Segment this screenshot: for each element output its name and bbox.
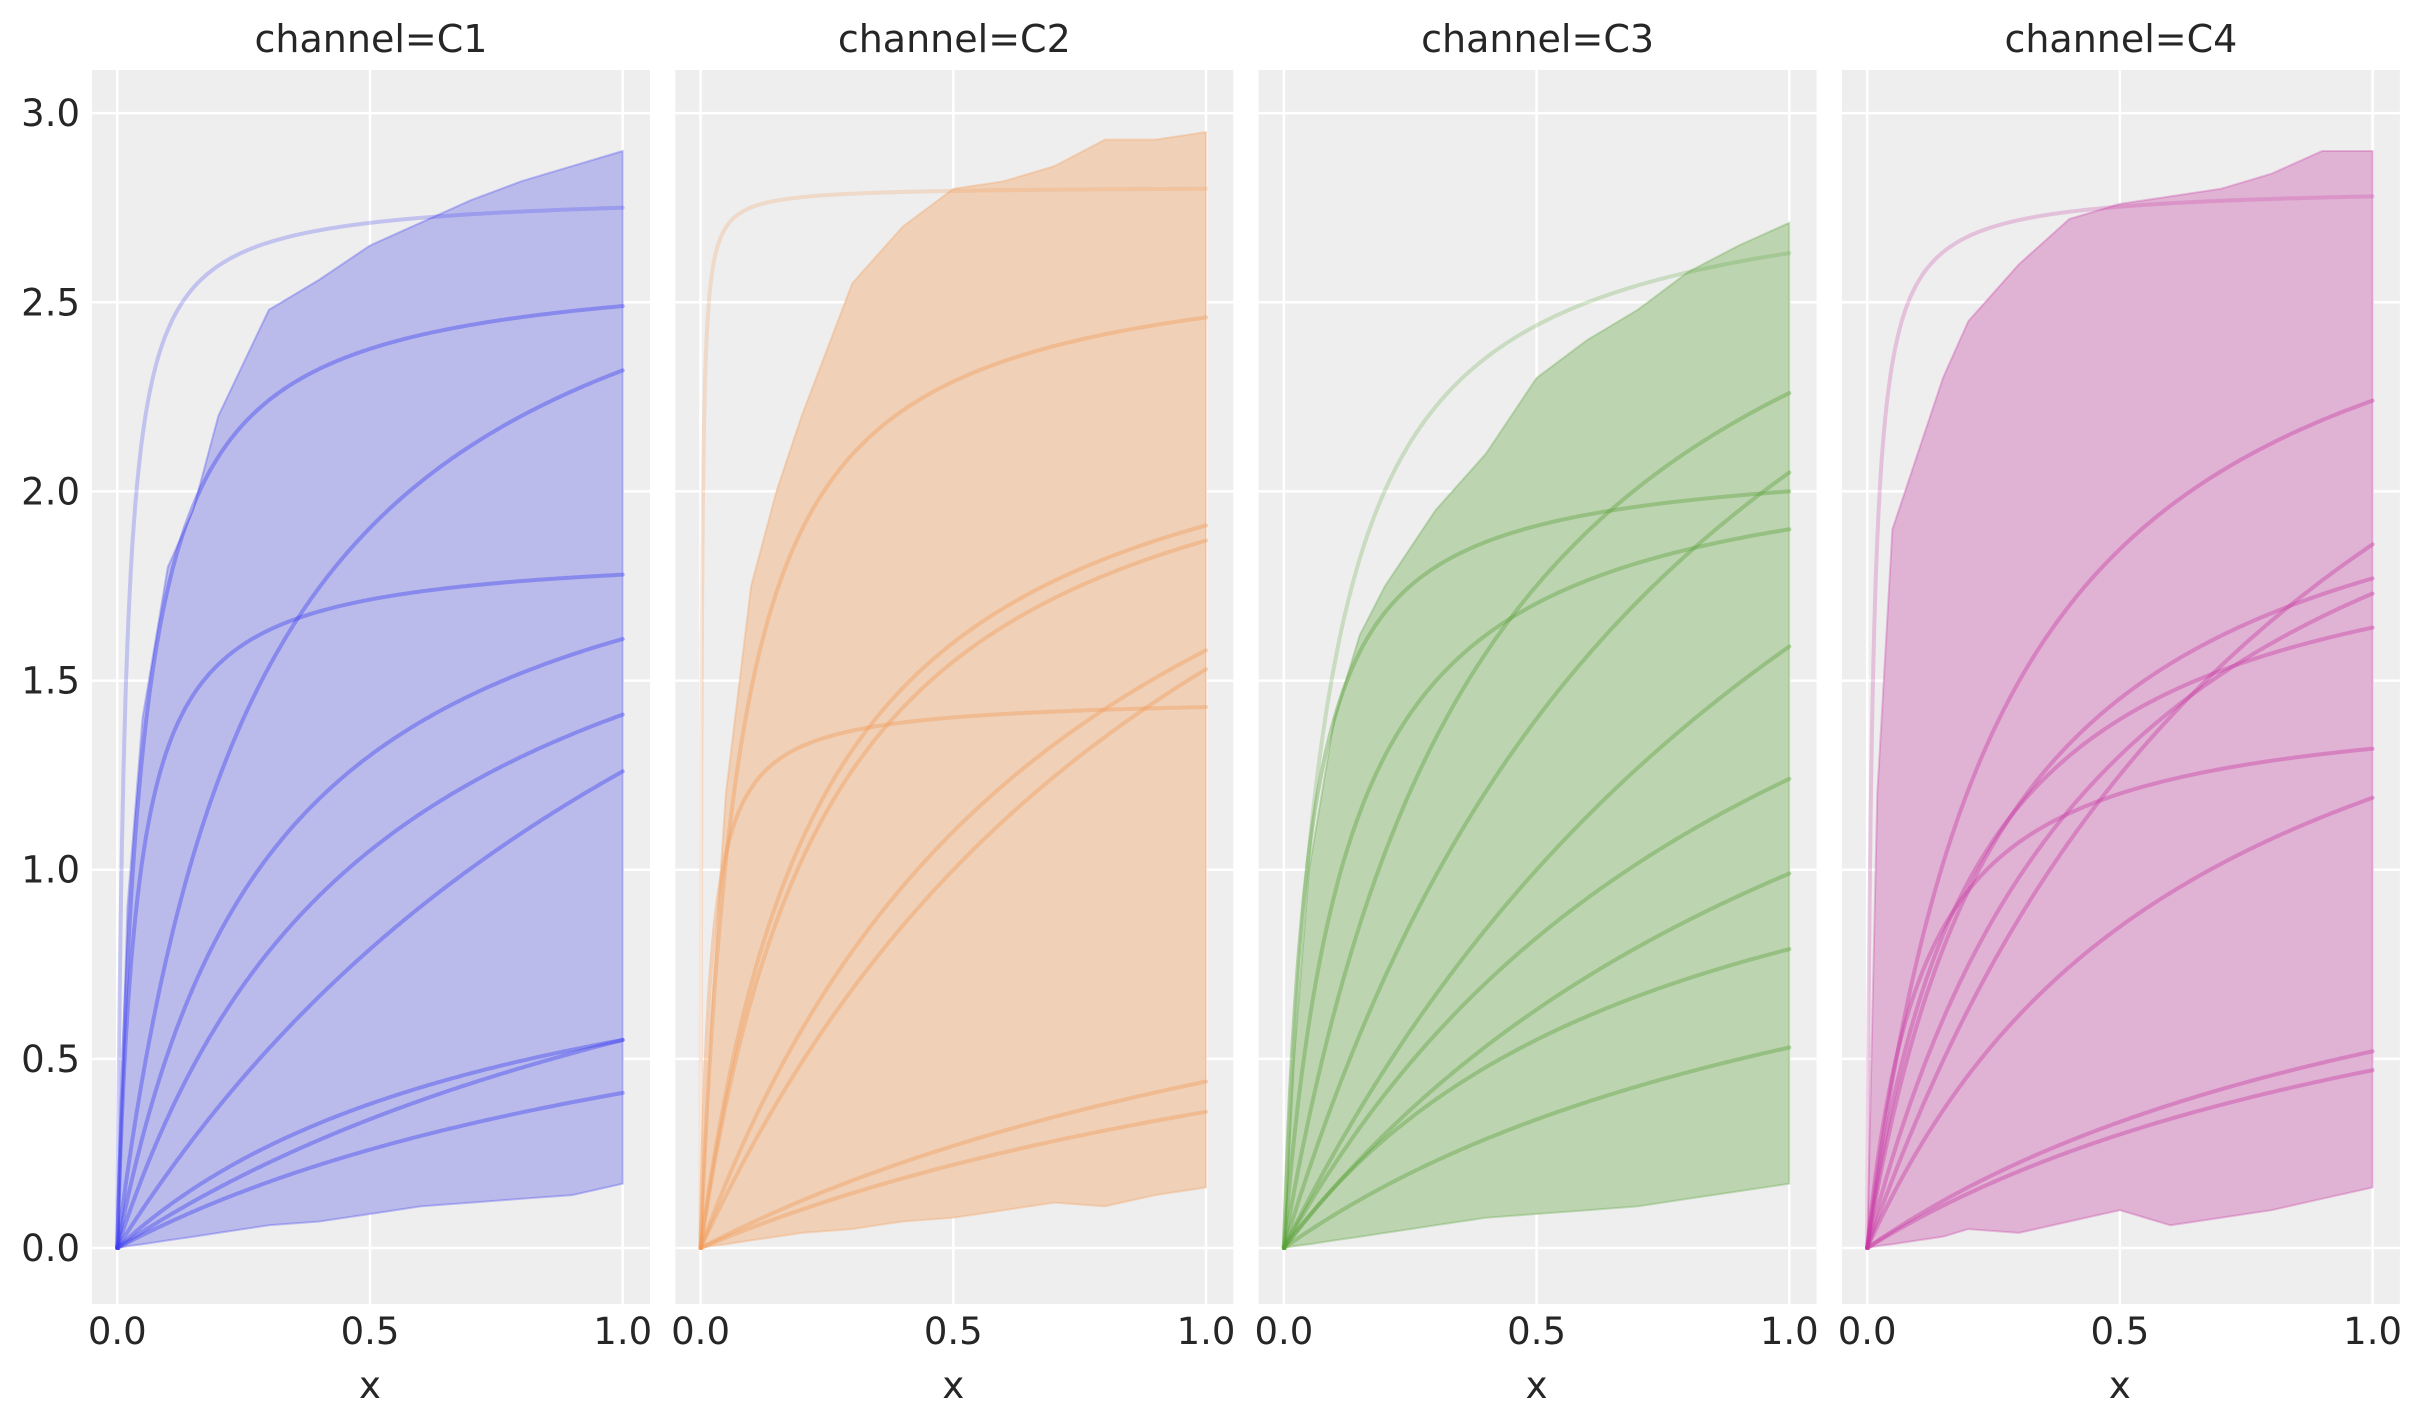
sample-curve (1281, 251, 1792, 1250)
sample-curve (1281, 644, 1792, 1250)
y-tick-label: 1.0 (21, 849, 80, 892)
sample-curve (115, 205, 625, 1250)
x-tick-label: 1.0 (2343, 1310, 2402, 1353)
y-tick-label: 0.5 (21, 1038, 80, 1081)
sample-curve (1865, 576, 2375, 1250)
hdi-band (1866, 150, 2374, 1250)
sample-curve (115, 1037, 625, 1250)
x-axis-label: x (942, 1364, 964, 1407)
x-tick-label: 1.0 (1177, 1310, 1236, 1353)
panel-title: channel=C1 (255, 17, 488, 61)
x-tick-label: 0.5 (1507, 1310, 1566, 1353)
sample-curve (115, 712, 625, 1250)
panel-1: 0.0 0.5 1.0 1.5 2.0 2.5 3.0 0.0 0.5 1.0 channel=C1… (21, 17, 652, 1407)
sample-curve (1865, 625, 2375, 1250)
x-tick-label: 1.0 (1760, 1310, 1819, 1353)
panel-title: channel=C3 (1421, 17, 1654, 61)
sample-curve (1281, 470, 1792, 1250)
sample-curve (1865, 746, 2375, 1250)
panel-title: channel=C4 (2004, 17, 2237, 61)
sample-curve (1281, 871, 1792, 1250)
y-tick-label: 3.0 (21, 92, 80, 135)
sample-curve (698, 667, 1208, 1250)
y-tick-label: 2.5 (21, 281, 80, 324)
sample-curve (1281, 391, 1792, 1250)
y-tick-label: 1.5 (21, 660, 80, 703)
sample-curve (698, 1109, 1208, 1250)
panel-title: channel=C2 (838, 17, 1071, 61)
sample-curve (1281, 1045, 1792, 1250)
x-tick-label: 0.5 (924, 1310, 983, 1353)
sample-curve (698, 648, 1208, 1250)
x-tick-label: 0.5 (341, 1310, 400, 1353)
sample-curve (1281, 947, 1792, 1250)
x-tick-label: 0.5 (2090, 1310, 2149, 1353)
x-axis-label: x (2109, 1364, 2131, 1407)
sample-curve (698, 538, 1208, 1250)
x-tick-label: 1.0 (593, 1310, 652, 1353)
panel-4: 0.0 0.5 1.0 channel=C4 x (1838, 17, 2402, 1407)
sample-curve (1865, 591, 2375, 1250)
sample-curve (115, 1037, 625, 1250)
sample-curve (698, 315, 1208, 1250)
sample-curve (1281, 527, 1792, 1250)
hdi-band (1282, 221, 1791, 1250)
sample-curve (1865, 1049, 2375, 1250)
panel-2: 0.0 0.5 1.0 channel=C2 x (671, 17, 1235, 1407)
hdi-band (699, 130, 1207, 1250)
sample-curve (1865, 795, 2375, 1250)
sample-curve (1281, 776, 1792, 1250)
sample-curve (115, 304, 625, 1250)
x-tick-label: 0.0 (1838, 1310, 1897, 1353)
x-tick-label: 0.0 (1254, 1310, 1313, 1353)
sample-curve (1865, 194, 2375, 1250)
x-axis-label: x (359, 1364, 381, 1407)
x-axis-label: x (1526, 1364, 1548, 1407)
sample-curve (1865, 1068, 2375, 1250)
sample-curve (115, 368, 625, 1250)
sample-curve (1865, 398, 2375, 1250)
sample-curve (1865, 542, 2375, 1250)
sample-curve (698, 186, 1208, 1250)
x-tick-label: 0.0 (671, 1310, 730, 1353)
panel-3: 0.0 0.5 1.0 channel=C3 x (1254, 17, 1818, 1407)
sample-curve (115, 1090, 625, 1250)
y-tick-label: 2.0 (21, 470, 80, 513)
sample-curve (115, 637, 625, 1250)
sample-curve (115, 769, 625, 1250)
sample-curve (115, 572, 625, 1250)
y-tick-label: 0.0 (21, 1227, 80, 1270)
hdi-band (116, 149, 624, 1250)
x-tick-label: 0.0 (88, 1310, 147, 1353)
sample-curve (698, 523, 1208, 1250)
sample-curve (698, 1079, 1208, 1250)
sample-curve (1281, 489, 1792, 1250)
sample-curve (698, 705, 1208, 1250)
